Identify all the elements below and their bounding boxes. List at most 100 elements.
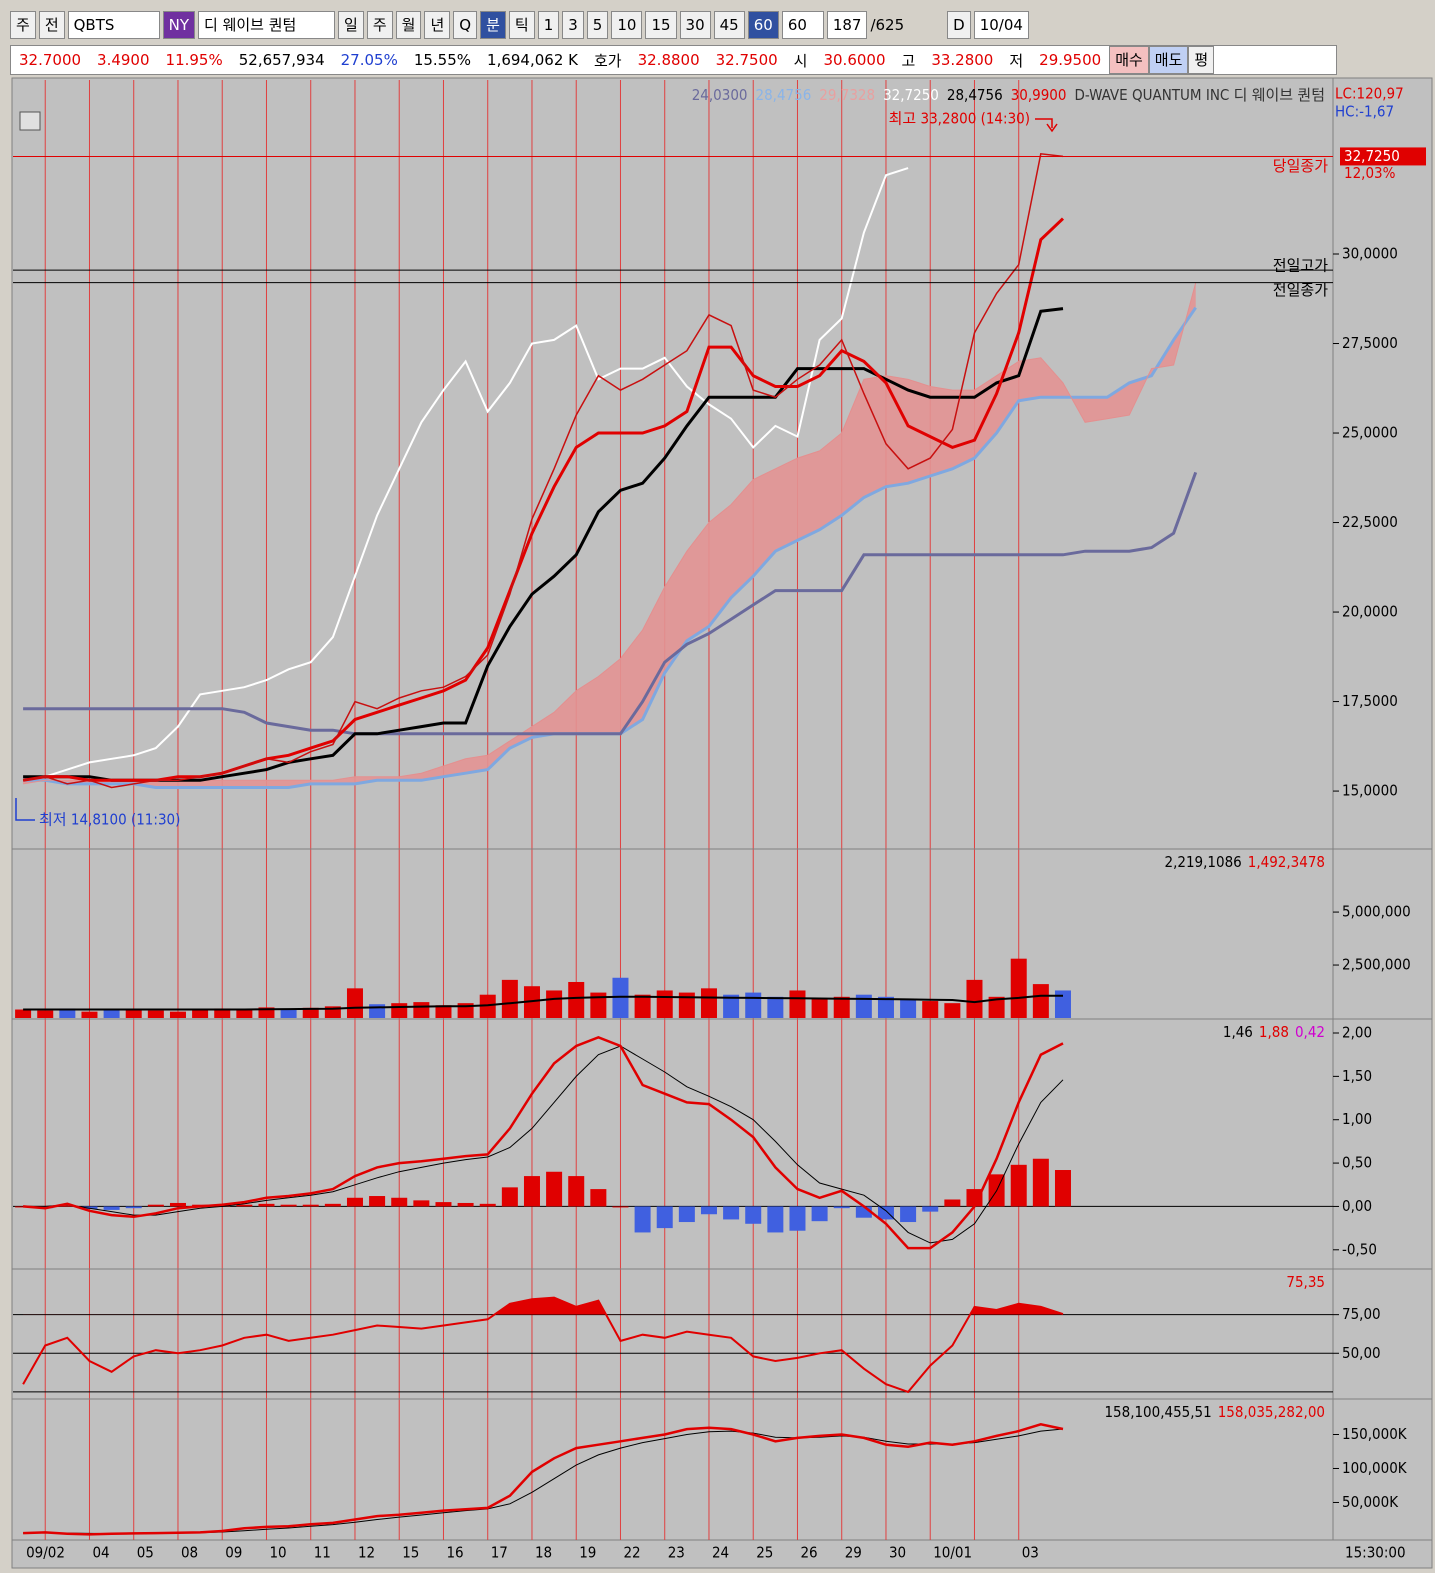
table-icon[interactable] <box>19 111 41 131</box>
y-tick-label: 27,5000 <box>1342 334 1398 352</box>
histogram-bar <box>1054 1170 1071 1207</box>
histogram-bar <box>369 1196 386 1207</box>
axis-bg <box>1332 77 1433 1541</box>
series-line <box>22 1035 1064 1250</box>
volume-bar <box>391 1003 408 1018</box>
reference-label: 당일종가 <box>1273 157 1328 175</box>
toolbar: 주 전 QBTS NY 디 웨이브 퀀텀 일 주 월 년 Q 분 틱 1 3 5 10 15 30 45 60 60 18… <box>10 10 1029 40</box>
quote-item: 52,657,934 <box>238 51 325 69</box>
symbol[interactable]: QBTS <box>67 11 160 39</box>
histogram-bar <box>877 1206 894 1220</box>
x-tick-label: 15 <box>402 1544 419 1562</box>
volume-bar <box>369 1004 386 1018</box>
period[interactable]: 월 <box>395 11 422 39</box>
y-tick-label: 0,50 <box>1342 1154 1372 1172</box>
quote-item: 3.4900 <box>97 51 150 69</box>
x-tick-label: 18 <box>535 1544 552 1562</box>
volume-bar <box>192 1009 209 1018</box>
legend-item: 30,9900 <box>1011 86 1067 104</box>
quote-item: 시 <box>793 51 808 70</box>
histogram-bar <box>546 1171 563 1207</box>
avg[interactable]: 평 <box>1188 46 1215 74</box>
y-tick-label: 30,0000 <box>1342 245 1398 263</box>
interval[interactable]: 15 <box>645 11 677 39</box>
histogram-bar <box>767 1206 784 1233</box>
y-tick-label: 2,500,000 <box>1342 956 1411 974</box>
header-value: 1,46 <box>1223 1023 1253 1041</box>
histogram-bar <box>833 1206 850 1209</box>
period[interactable]: 분 <box>480 11 506 39</box>
date[interactable]: 10/04 <box>973 11 1029 39</box>
period[interactable]: 주 <box>366 11 393 39</box>
name[interactable]: 디 웨이브 퀀텀 <box>198 11 336 39</box>
buy[interactable]: 매수 <box>1109 46 1149 74</box>
series-line <box>23 307 1064 782</box>
x-tick-label: 04 <box>92 1544 109 1562</box>
hc: HC:-1,67 <box>1335 103 1394 121</box>
interval[interactable]: 10 <box>611 11 643 39</box>
period[interactable]: 틱 <box>508 11 535 39</box>
volume-bar <box>855 994 872 1018</box>
volume-bar <box>59 1008 76 1018</box>
histogram-bar <box>745 1206 762 1224</box>
histogram-bar <box>922 1206 939 1212</box>
interval[interactable]: 5 <box>586 11 609 39</box>
legend: 24,0300 28,4756 29,7328 32,7250 28,4756 30,99… <box>692 86 1325 104</box>
histogram-bar <box>324 1203 341 1207</box>
price-tag-bg <box>1340 147 1426 166</box>
y-tick-label: 50,000K <box>1342 1493 1399 1511</box>
interval[interactable]: 3 <box>562 11 584 39</box>
volume-bar <box>568 981 585 1018</box>
header-value: 75,35 <box>1286 1273 1325 1291</box>
change-tag: 12,03% <box>1344 164 1396 182</box>
volume-bar <box>147 1010 164 1018</box>
total: /625 <box>870 16 905 34</box>
series-line <box>22 1296 1064 1394</box>
interval[interactable]: 45 <box>713 11 745 39</box>
d-check[interactable]: D <box>947 11 971 39</box>
y-tick-label: 150,000K <box>1342 1425 1408 1443</box>
sell[interactable]: 매도 <box>1148 46 1189 74</box>
volume-bar <box>81 1011 98 1018</box>
interval[interactable]: 30 <box>679 11 711 39</box>
histogram-bar <box>855 1206 872 1218</box>
volume-bar <box>125 1009 142 1018</box>
histogram-bar <box>811 1206 828 1222</box>
interval-select[interactable]: 60 <box>781 11 824 39</box>
volume-bar <box>15 1009 32 1018</box>
histogram-bar <box>634 1206 651 1233</box>
y-tick-label: 5,000,000 <box>1342 903 1411 921</box>
period[interactable]: 일 <box>338 11 364 39</box>
count[interactable]: 187 <box>826 11 868 39</box>
y-tick-label: 50,00 <box>1342 1344 1381 1362</box>
histogram-bar <box>944 1199 961 1207</box>
interval[interactable]: 60 <box>747 11 779 39</box>
y-tick-label: 15,0000 <box>1342 782 1398 800</box>
x-tick-label: 26 <box>800 1544 817 1562</box>
quote-item: 11.95% <box>165 51 223 69</box>
market[interactable]: 주 <box>10 11 36 39</box>
quote-item: 15.55% <box>413 51 472 69</box>
y-tick-label: 75,00 <box>1342 1305 1381 1323</box>
histogram-bar <box>1010 1164 1027 1207</box>
interval[interactable]: 1 <box>537 11 560 39</box>
prev[interactable]: 전 <box>38 11 65 39</box>
lc: LC:120,97 <box>1335 85 1404 103</box>
volume-bar <box>169 1011 186 1018</box>
quote-item: 저 <box>1009 51 1024 70</box>
histogram-bar <box>656 1206 673 1229</box>
quote-item: 32.7500 <box>715 51 778 69</box>
quote-item: 30.6000 <box>823 51 886 69</box>
histogram-bar <box>501 1187 518 1207</box>
high-note: 최고 33,2800 (14:30) <box>889 110 1030 128</box>
period[interactable]: 년 <box>424 11 451 39</box>
period[interactable]: Q <box>453 11 478 39</box>
exchange[interactable]: NY <box>162 11 196 39</box>
volume-bar <box>745 992 762 1018</box>
volume-bar <box>900 998 917 1018</box>
y-tick-label: 22,5000 <box>1342 513 1398 531</box>
volume-bar <box>988 996 1005 1018</box>
volume-bar <box>811 998 828 1018</box>
series-line <box>23 282 1197 785</box>
